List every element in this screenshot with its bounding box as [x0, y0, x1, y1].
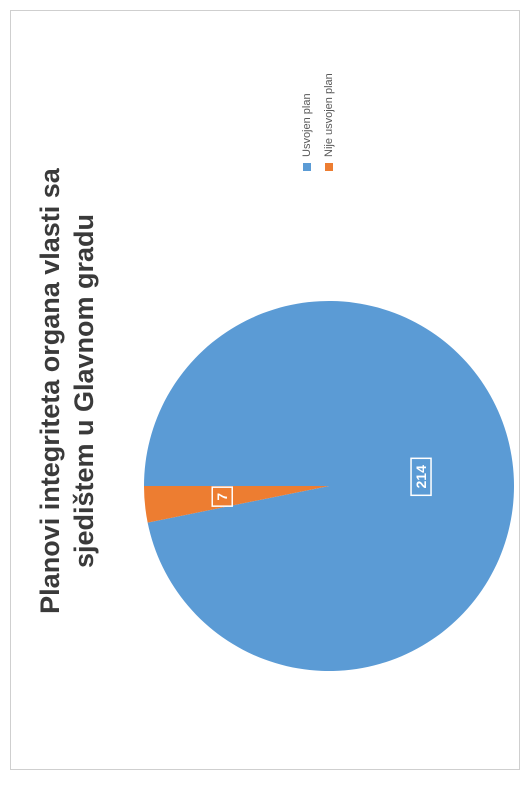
- rotated-chart-stage: Planovi integriteta organa vlasti sa sje…: [11, 11, 521, 771]
- pie-chart: 214 7: [144, 301, 514, 671]
- legend-item-nije-usvojen: Nije usvojen plan: [323, 73, 335, 171]
- legend: Usvojen plan Nije usvojen plan: [301, 73, 345, 171]
- legend-swatch-nije-usvojen: [325, 163, 333, 171]
- svg-text:214: 214: [413, 465, 429, 489]
- svg-text:7: 7: [214, 493, 230, 501]
- chart-frame: Planovi integriteta organa vlasti sa sje…: [10, 10, 520, 770]
- pie-slice-usvojen: [144, 301, 514, 671]
- legend-swatch-usvojen: [303, 163, 311, 171]
- legend-label-usvojen: Usvojen plan: [301, 93, 313, 157]
- data-label-nije-usvojen: 7: [211, 486, 233, 507]
- legend-item-usvojen: Usvojen plan: [301, 73, 313, 171]
- data-label-usvojen: 214: [410, 457, 432, 497]
- legend-label-nije-usvojen: Nije usvojen plan: [323, 73, 335, 157]
- pie-slice-nije-usvojen: [144, 486, 329, 523]
